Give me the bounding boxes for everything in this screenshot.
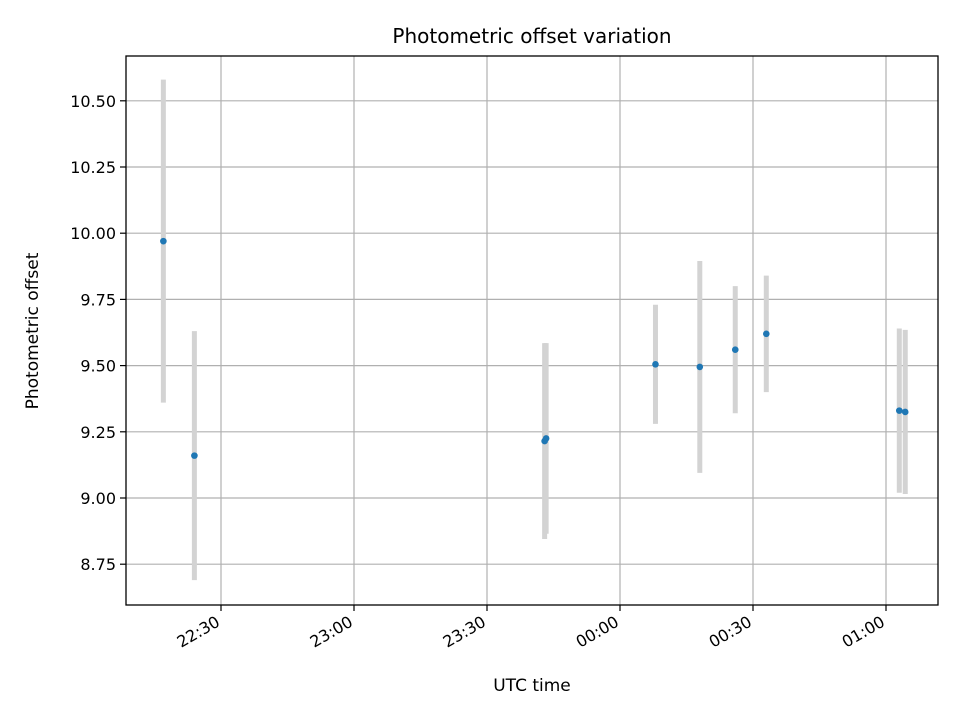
- y-tick-label: 9.75: [80, 290, 116, 309]
- data-point: [160, 237, 167, 245]
- data-point: [763, 330, 770, 338]
- y-tick-label: 10.00: [70, 224, 116, 243]
- y-tick-label: 10.25: [70, 158, 116, 177]
- grid-layer: [126, 56, 938, 605]
- data-point: [731, 346, 739, 354]
- y-tick-label: 10.50: [70, 92, 116, 111]
- x-axis-title: UTC time: [493, 676, 571, 696]
- y-axis-title: Photometric offset: [23, 252, 43, 409]
- y-tick-label: 9.25: [80, 423, 116, 442]
- data-point: [191, 452, 198, 459]
- data-point: [901, 408, 909, 416]
- y-tick-label: 8.75: [80, 555, 116, 574]
- plot-frame: [125, 55, 939, 606]
- y-tick-label: 9.00: [80, 489, 116, 508]
- data-point: [696, 363, 704, 371]
- chart-title: Photometric offset variation: [392, 24, 671, 48]
- y-axis-ticks: 8.75 9.00 9.25 9.50 9.75 10.00 10.25 10.50: [70, 92, 126, 574]
- y-tick-label: 9.50: [80, 357, 116, 376]
- data-point: [896, 407, 903, 414]
- point-layer: [160, 237, 909, 459]
- data-point: [542, 435, 550, 442]
- data-point: [652, 360, 659, 368]
